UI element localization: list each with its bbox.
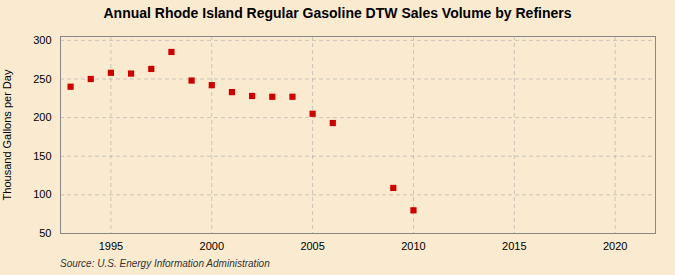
- html-text:Source: U.S. Energy Informatio: Source: U.S. Energy Information Administ…: [60, 258, 270, 269]
- svg-text:50: 50: [39, 227, 51, 239]
- svg-text:200: 200: [33, 111, 51, 123]
- svg-text:2005: 2005: [300, 240, 324, 252]
- svg-text:2020: 2020: [603, 240, 627, 252]
- svg-text:150: 150: [33, 150, 51, 162]
- svg-text:250: 250: [33, 73, 51, 85]
- svg-text:100: 100: [33, 188, 51, 200]
- svg-text:300: 300: [33, 34, 51, 46]
- svg-text:2000: 2000: [200, 240, 224, 252]
- svg-text:1995: 1995: [99, 240, 123, 252]
- svg-text:2015: 2015: [502, 240, 526, 252]
- svg-text:Thousand Gallons per Day: Thousand Gallons per Day: [1, 69, 13, 200]
- html-text:Annual Rhode Island Regular Ga: Annual Rhode Island Regular Gasoline DTW…: [103, 5, 572, 21]
- svg-text:2010: 2010: [401, 240, 425, 252]
